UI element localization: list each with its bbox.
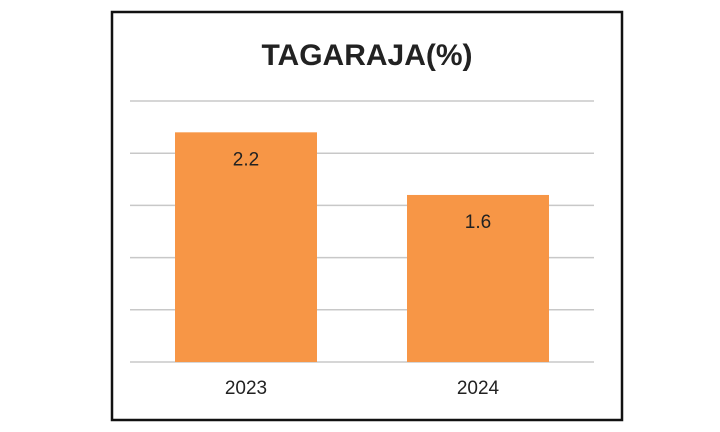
bar — [407, 194, 549, 362]
bar — [175, 132, 317, 362]
x-tick-label: 2023 — [225, 378, 267, 399]
x-tick-label: 2024 — [457, 378, 500, 399]
chart-title: TAGARAJA(%) — [261, 39, 472, 72]
data-label: 2.2 — [233, 149, 259, 170]
data-label: 1.6 — [465, 212, 491, 233]
